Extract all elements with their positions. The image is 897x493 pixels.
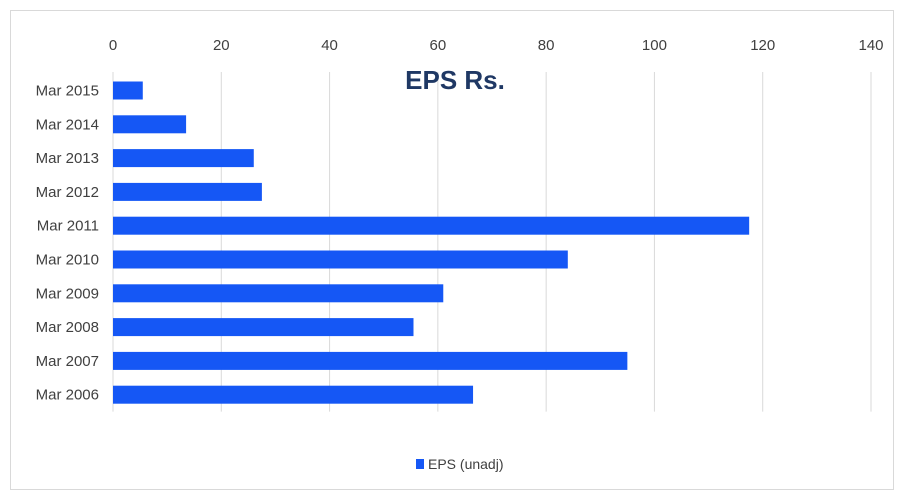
chart-title: EPS Rs. [405,65,505,95]
bar [113,318,414,337]
legend-swatch [416,459,424,469]
bars [113,81,750,404]
x-tick-label: 60 [430,37,447,54]
y-category-label: Mar 2008 [36,319,99,336]
bar [113,81,143,100]
bar [113,216,750,235]
y-category-label: Mar 2006 [36,387,99,404]
legend: EPS (unadj) [416,456,503,472]
x-tick-label: 100 [642,37,667,54]
x-tick-label: 0 [109,37,117,54]
x-tick-label: 120 [750,37,775,54]
x-tick-label: 80 [538,37,555,54]
y-category-label: Mar 2014 [36,116,99,133]
y-category-label: Mar 2015 [36,83,99,100]
x-tick-label: 40 [321,37,338,54]
y-category-label: Mar 2012 [36,184,99,201]
bar [113,385,474,404]
y-category-label: Mar 2013 [36,150,99,167]
bar [113,351,628,370]
bar [113,115,187,134]
y-category-label: Mar 2011 [37,218,99,235]
y-category-label: Mar 2009 [36,285,99,302]
x-tick-label: 20 [213,37,230,54]
chart-frame [10,10,894,490]
y-category-label: Mar 2010 [36,252,99,269]
x-tick-label: 140 [858,37,883,54]
y-category-label: Mar 2007 [36,353,99,370]
bar [113,284,444,303]
bar [113,182,262,201]
y-axis-category-labels: Mar 2015 Mar 2014 Mar 2013 Mar 2012 Mar 2011… [36,83,99,404]
bar [113,250,568,269]
x-axis-tick-labels: 0 20 40 60 80 100 120 140 [109,37,884,54]
legend-label: EPS (unadj) [428,456,503,472]
bar [113,149,254,168]
